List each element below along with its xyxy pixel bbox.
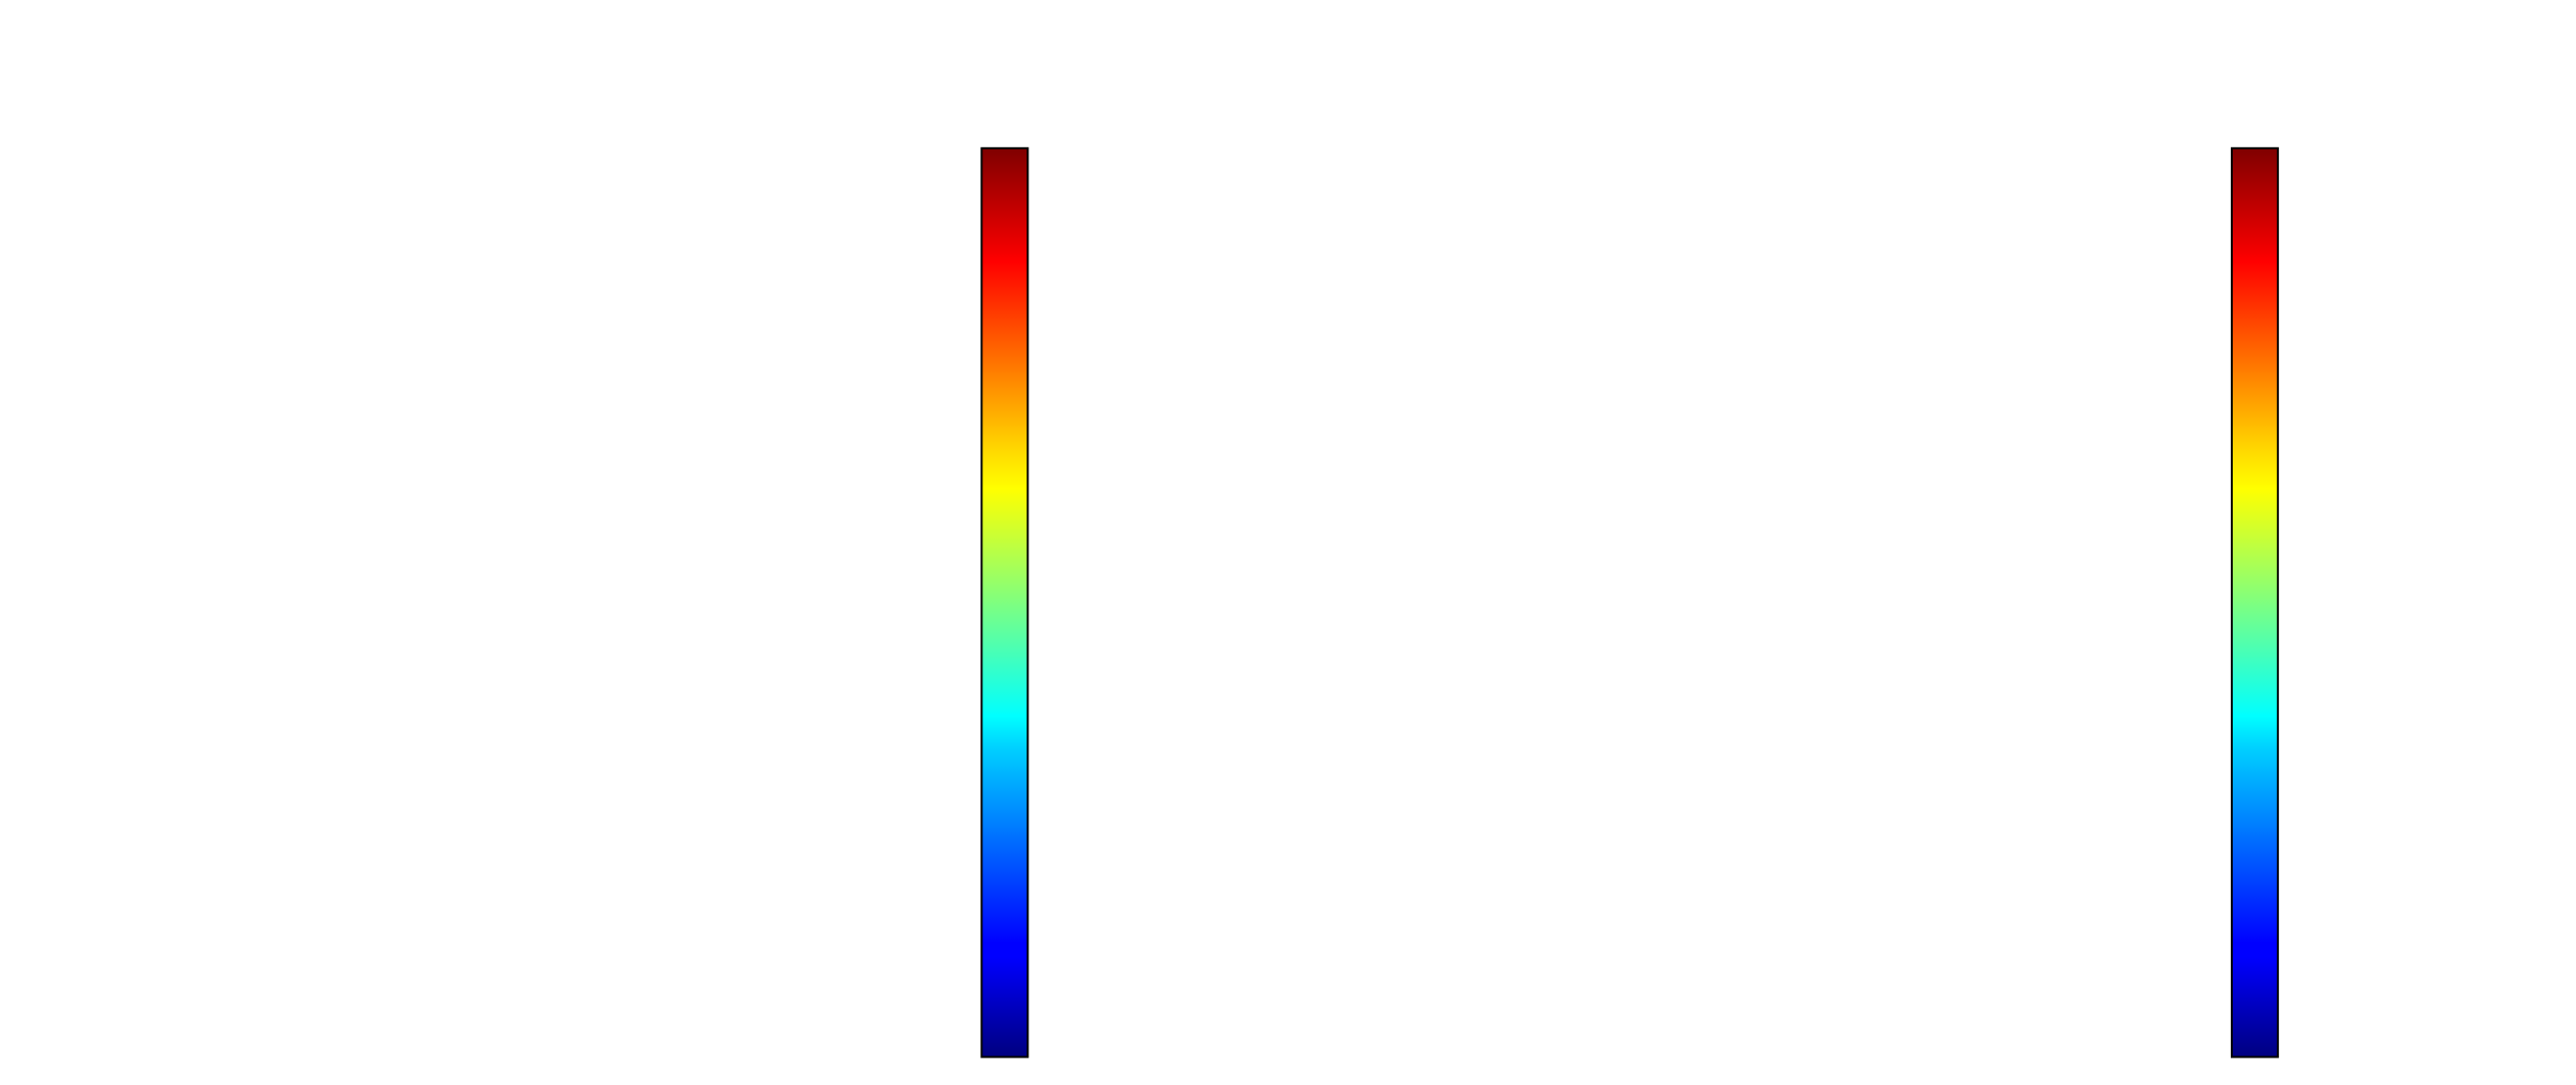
colorbar <box>2230 146 2279 1058</box>
colorbar <box>980 146 1029 1058</box>
